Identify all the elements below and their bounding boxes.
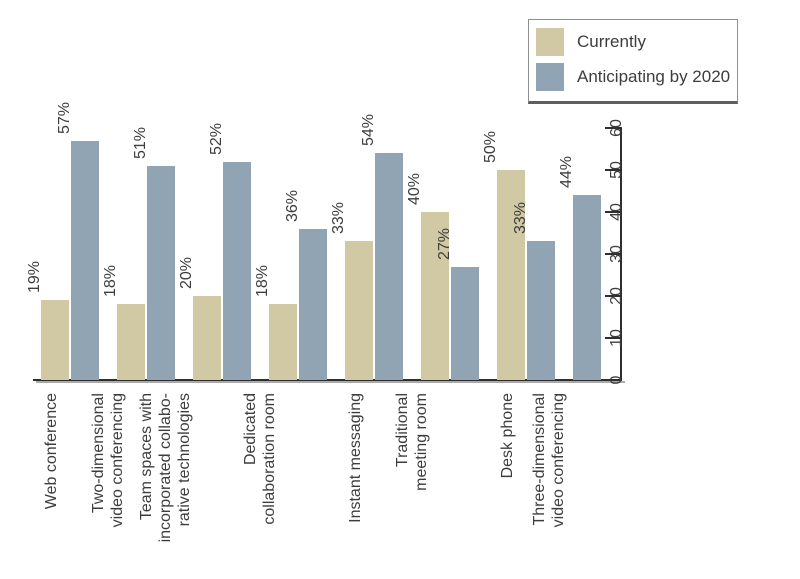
value-label-currently-1: 18% xyxy=(102,264,119,297)
legend: Currently Anticipating by 2020 xyxy=(528,19,738,104)
bar-currently-3 xyxy=(269,304,297,380)
bar-anticipating-by-2020-7 xyxy=(573,195,601,380)
y-tick xyxy=(605,253,620,255)
value-label-anticipating-by-2020-5: 27% xyxy=(436,227,453,260)
bar-currently-6 xyxy=(497,170,525,380)
x-axis-shadow xyxy=(36,381,625,383)
value-label-anticipating-by-2020-4: 54% xyxy=(360,113,377,146)
bar-anticipating-by-2020-3 xyxy=(299,229,327,380)
bar-currently-5 xyxy=(421,212,449,380)
value-label-currently-2: 20% xyxy=(178,256,195,289)
legend-label-anticipating: Anticipating by 2020 xyxy=(577,67,731,86)
y-tick-label: 50 xyxy=(608,161,625,179)
bar-anticipating-by-2020-1 xyxy=(147,166,175,380)
y-tick xyxy=(605,337,620,339)
legend-label-currently: Currently xyxy=(577,32,646,51)
bar-anticipating-by-2020-2 xyxy=(223,162,251,380)
value-label-currently-0: 19% xyxy=(26,260,43,293)
category-label-3: Dedicated collaboration room xyxy=(242,393,278,525)
y-tick-label: 30 xyxy=(608,245,625,263)
value-label-anticipating-by-2020-6: 33% xyxy=(512,201,529,234)
y-axis-line xyxy=(620,127,622,381)
category-label-1: Two-dimensional video conferencing xyxy=(90,393,126,528)
legend-swatch-currently xyxy=(536,28,564,56)
value-label-anticipating-by-2020-7: 44% xyxy=(558,155,575,188)
value-label-anticipating-by-2020-2: 52% xyxy=(208,122,225,155)
bar-currently-0 xyxy=(41,300,69,380)
category-label-4: Instant messaging xyxy=(347,393,364,523)
bar-anticipating-by-2020-4 xyxy=(375,153,403,380)
y-tick-label: 0 xyxy=(608,375,625,385)
legend-swatch-anticipating xyxy=(536,63,564,91)
value-label-anticipating-by-2020-1: 51% xyxy=(132,126,149,159)
value-label-anticipating-by-2020-0: 57% xyxy=(56,101,73,134)
bar-anticipating-by-2020-6 xyxy=(527,241,555,380)
bar-currently-2 xyxy=(193,296,221,380)
y-tick xyxy=(605,169,620,171)
category-label-0: Web conference xyxy=(43,393,60,510)
category-label-7: Three-dimensional video conferencing xyxy=(531,393,567,528)
y-tick xyxy=(605,127,620,129)
bar-anticipating-by-2020-0 xyxy=(71,141,99,380)
bar-anticipating-by-2020-5 xyxy=(451,267,479,380)
y-tick xyxy=(605,211,620,213)
y-tick-label: 10 xyxy=(608,329,625,347)
category-label-2: Team spaces with incorporated collabo-rat… xyxy=(138,393,193,543)
value-label-currently-4: 33% xyxy=(330,201,347,234)
bar-currently-4 xyxy=(345,241,373,380)
y-tick xyxy=(605,295,620,297)
value-label-anticipating-by-2020-3: 36% xyxy=(284,189,301,222)
category-label-5: Traditional meeting room xyxy=(394,393,430,491)
y-tick-label: 60 xyxy=(608,119,625,137)
value-label-currently-3: 18% xyxy=(254,264,271,297)
value-label-currently-5: 40% xyxy=(406,172,423,205)
y-tick-label: 40 xyxy=(608,203,625,221)
category-label-6: Desk phone xyxy=(499,393,516,479)
y-tick-label: 20 xyxy=(608,287,625,305)
x-axis-line xyxy=(33,379,622,381)
value-label-currently-6: 50% xyxy=(482,130,499,163)
bar-currently-1 xyxy=(117,304,145,380)
legend-item-currently: Currently xyxy=(536,28,737,56)
y-tick xyxy=(605,379,620,381)
legend-item-anticipating: Anticipating by 2020 xyxy=(536,63,737,91)
